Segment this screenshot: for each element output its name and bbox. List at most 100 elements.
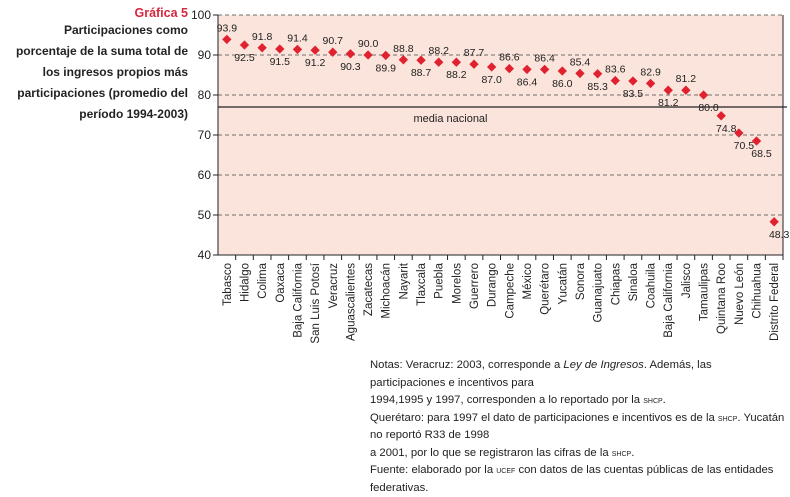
data-point — [239, 40, 250, 50]
chart-title-block: Gráfica 5 Participaciones como porcentaj… — [0, 6, 188, 125]
data-label: 87.0 — [481, 74, 502, 86]
data-point — [557, 66, 567, 76]
data-label: 85.3 — [587, 81, 608, 93]
data-point — [716, 111, 726, 121]
data-point — [681, 85, 691, 95]
x-tick-label: Veracruz — [328, 263, 340, 309]
data-label: 88.7 — [411, 67, 432, 79]
note-text: . — [662, 394, 666, 406]
data-label: 88.2 — [446, 69, 467, 81]
data-label: 83.6 — [605, 64, 626, 76]
data-label: 93.9 — [217, 22, 238, 34]
y-tick-label: 100 — [191, 8, 211, 22]
data-point — [610, 75, 620, 86]
note-line: 1994,1995 y 1997, corresponden a lo repo… — [370, 392, 790, 410]
x-tick-label: Yucatán — [557, 263, 569, 305]
data-label: 86.4 — [517, 76, 538, 88]
data-point — [575, 68, 585, 79]
data-point — [628, 76, 638, 86]
data-point — [645, 78, 656, 89]
note-line: Querétaro: para 1997 el dato de particip… — [370, 410, 790, 445]
x-tick-label: Zacatecas — [363, 263, 375, 316]
x-tick-label: Tamaulipas — [699, 263, 711, 321]
note-line: a 2001, por lo que se registraron las ci… — [370, 445, 790, 463]
note-text: . Yucatán no reportó R33 de 1998 — [370, 411, 785, 442]
data-label: 83.5 — [623, 88, 644, 100]
x-tick-label: Durango — [487, 263, 499, 307]
x-tick-label: Tlaxcala — [416, 262, 428, 305]
y-tick-label: 50 — [198, 208, 212, 222]
data-label: 91.2 — [305, 57, 326, 69]
note-line: Fuente: elaborado por la ucef con datos … — [370, 462, 790, 497]
y-tick-label: 80 — [198, 88, 212, 102]
x-tick-label: Coahuila — [646, 262, 658, 308]
y-tick-label: 60 — [198, 168, 212, 182]
reference-line-label: media nacional — [414, 113, 488, 125]
data-label: 89.9 — [376, 62, 397, 74]
data-point — [592, 69, 603, 79]
data-label: 86.0 — [552, 78, 573, 90]
x-tick-label: Distrito Federal — [769, 263, 781, 341]
note-text: shcp — [611, 446, 632, 459]
x-tick-label: Puebla — [434, 262, 446, 298]
chart: 40 50 60 70 80 90 100 media nacional 93.9 Tabasco… — [191, 8, 790, 344]
x-tick-label: Nuevo León — [734, 263, 746, 325]
data-label: 92.5 — [234, 52, 255, 64]
data-point — [751, 136, 762, 146]
x-tick-label: Morelos — [451, 263, 463, 304]
x-tick-label: Jalisco — [681, 263, 693, 298]
x-tick-label: Tabasco — [222, 263, 234, 306]
note-line: Notas: Veracruz: 2003, corresponde a Ley… — [370, 357, 790, 392]
data-label: 88.8 — [393, 43, 414, 55]
x-tick-label: Sinaloa — [628, 262, 640, 301]
note-text: Querétaro: para 1997 el dato de particip… — [370, 411, 718, 424]
data-label: 86.6 — [499, 52, 520, 64]
x-tick-label: Nayarit — [398, 262, 410, 299]
x-tick-label: Baja California — [663, 262, 675, 337]
note-text: ucef — [496, 464, 516, 476]
x-tick-label: San Luis Potosí — [310, 262, 322, 343]
data-label: 91.8 — [252, 31, 273, 43]
x-tick-label: México — [522, 263, 534, 299]
data-label: 48.3 — [769, 229, 790, 241]
x-tick-label: Guerrero — [469, 263, 481, 309]
data-label: 74.8 — [716, 123, 737, 135]
note-text: Ley de Ingresos — [563, 359, 644, 371]
x-tick-label: Querétaro — [540, 263, 552, 315]
data-label: 81.2 — [658, 97, 679, 109]
data-point — [522, 64, 532, 75]
note-text: . — [631, 446, 635, 459]
figure-label: Gráfica 5 — [134, 6, 188, 20]
data-point — [698, 90, 709, 100]
data-label: 86.4 — [534, 52, 555, 64]
note-text: Notas: Veracruz: 2003, corresponde a — [370, 359, 564, 371]
x-tick-label: Chihuahua — [752, 262, 764, 318]
data-label: 70.5 — [734, 140, 755, 152]
y-tick-label: 40 — [198, 248, 212, 262]
data-label: 80.0 — [698, 102, 719, 114]
note-text: 1994,1995 y 1997, corresponden a lo repo… — [370, 394, 644, 406]
note-text: Fuente: elaborado por la — [370, 464, 497, 476]
data-label: 68.5 — [751, 148, 772, 160]
x-tick-label: Oaxaca — [275, 262, 287, 302]
chart-notes: Notas: Veracruz: 2003, corresponde a Ley… — [370, 357, 790, 497]
x-tick-label: Quintana Roo — [716, 263, 728, 334]
data-label: 85.4 — [570, 56, 591, 68]
x-tick-label: Hidalgo — [239, 263, 251, 302]
data-label: 91.4 — [287, 32, 308, 44]
note-text: a 2001, por lo que se registraron las ci… — [370, 446, 612, 459]
x-tick-label: Baja California — [292, 262, 304, 337]
y-tick-label: 70 — [198, 128, 212, 142]
x-tick-label: Campeche — [504, 263, 516, 319]
data-label: 81.2 — [676, 73, 697, 85]
x-tick-label: Guanajuato — [593, 263, 605, 322]
x-tick-label: Michoacán — [381, 263, 393, 319]
data-label: 90.0 — [358, 38, 379, 50]
chart-title: Participaciones como porcentaje de la su… — [15, 23, 188, 121]
x-tick-label: Chiapas — [610, 263, 622, 305]
data-point — [663, 85, 673, 95]
data-label: 88.2 — [428, 45, 449, 57]
data-label: 91.5 — [270, 56, 291, 68]
y-tick-label: 90 — [198, 48, 212, 62]
data-point — [222, 34, 232, 45]
